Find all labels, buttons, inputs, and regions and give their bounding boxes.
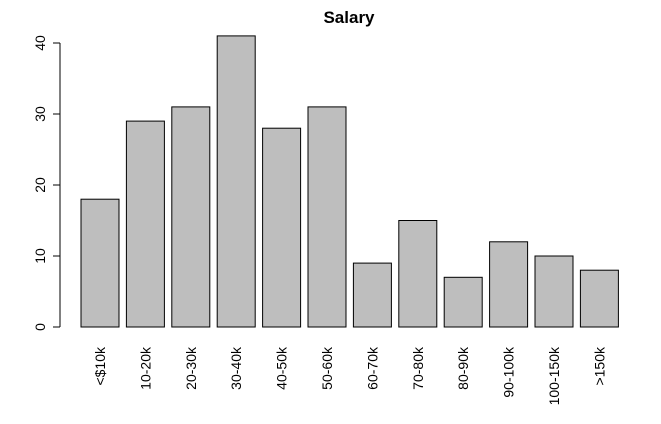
bar (579, 269, 619, 328)
bar (171, 106, 211, 328)
y-tick-label: 10 (32, 248, 48, 264)
x-tick-label: 30-40k (228, 346, 244, 390)
bar (80, 198, 120, 328)
x-tick-label: >150k (591, 346, 607, 386)
bar (489, 241, 529, 328)
x-tick-label: 80-90k (455, 346, 471, 390)
x-tick-label: 20-30k (183, 346, 199, 390)
y-tick-label: 30 (32, 106, 48, 122)
y-tick-label: 40 (32, 35, 48, 51)
bar (125, 120, 165, 328)
x-tick-label: 90-100k (501, 346, 517, 398)
y-axis: 0 10 20 30 40 (32, 35, 61, 331)
x-tick-label: 40-50k (274, 346, 290, 390)
x-tick-label: 100-150k (546, 346, 562, 405)
x-tick-label: 50-60k (319, 346, 335, 390)
bar (352, 262, 392, 328)
x-tick-label: <$10k (92, 346, 108, 386)
bar (216, 35, 256, 328)
bar (398, 220, 438, 328)
chart-title: Salary (323, 8, 375, 27)
y-tick-label: 0 (32, 323, 48, 331)
bars (80, 35, 619, 328)
x-tick-label: 60-70k (364, 346, 380, 390)
y-tick-label: 20 (32, 177, 48, 193)
bar (307, 106, 347, 328)
bar (534, 255, 574, 328)
x-tick-label: 10-20k (137, 346, 153, 390)
bar (262, 127, 302, 328)
x-tick-label: 70-80k (410, 346, 426, 390)
x-tick-labels: <$10k 10-20k 20-30k 30-40k 40-50k 50-60k 60-70… (92, 346, 607, 405)
bar (443, 276, 483, 328)
